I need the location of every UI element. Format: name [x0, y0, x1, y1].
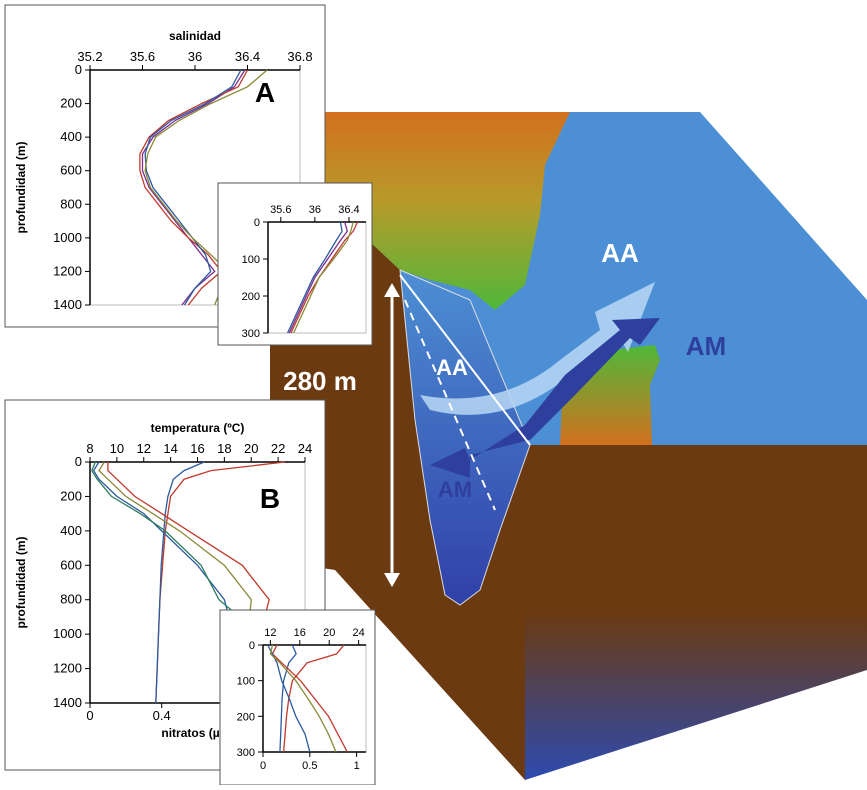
profile-line	[288, 221, 349, 334]
dashed-line	[404, 299, 496, 511]
x-tick-label: 16	[294, 627, 306, 639]
land-north	[325, 112, 575, 310]
y-tick-label: 200	[237, 711, 255, 723]
profile-line	[267, 644, 311, 753]
y-tick-label: 1000	[53, 626, 82, 641]
profile-line	[141, 69, 246, 306]
depth-label: 280 m	[283, 366, 357, 396]
arrow-head	[384, 573, 400, 587]
x-tick-label: 14	[163, 441, 177, 456]
y-tick-label: 100	[237, 676, 255, 688]
bay	[540, 165, 590, 250]
x-tick-label: 12	[137, 441, 151, 456]
x-tick-label: 20	[244, 441, 258, 456]
panel-label: B	[260, 483, 280, 514]
y-tick-label: 800	[60, 196, 82, 211]
y-tick-label: 300	[237, 747, 255, 759]
profile-line	[144, 69, 242, 306]
y-tick-label: 600	[60, 557, 82, 572]
y-tick-label: 1000	[53, 230, 82, 245]
arrow-head	[384, 283, 400, 297]
x2-tick-label: 0	[260, 760, 266, 772]
y-axis-title: profundidad (m)	[14, 142, 28, 234]
y-tick-label: 200	[242, 291, 260, 303]
x2-tick-label: 0.4	[153, 708, 171, 723]
x2-axis-title: nitratos (µM)	[161, 726, 233, 740]
section-trough	[399, 269, 531, 606]
section-line	[399, 274, 531, 446]
y-tick-label: 200	[60, 96, 82, 111]
x-tick-label: 35.6	[270, 204, 291, 216]
y-tick-label: 300	[242, 328, 260, 340]
y-tick-label: 0	[254, 217, 260, 229]
x-tick-label: 36.4	[338, 204, 359, 216]
profile-line	[287, 221, 343, 334]
x-tick-label: 24	[298, 441, 312, 456]
panel-label: A	[255, 77, 275, 108]
profile-line	[155, 461, 205, 704]
y-axis-title: profundidad (m)	[14, 537, 28, 629]
x-tick-label: 24	[353, 627, 365, 639]
water-label: AM	[438, 477, 472, 502]
profile-line	[293, 221, 354, 334]
profile-chart: 0 100 200 300 35.6 36 36.4	[217, 182, 373, 346]
x-tick-label: 20	[323, 627, 335, 639]
x-tick-label: 36	[188, 49, 202, 64]
right-face	[525, 445, 867, 780]
x2-tick-label: 0	[86, 708, 93, 723]
water-label: AA	[436, 355, 468, 380]
arrow-am	[430, 318, 660, 478]
x-tick-label: 36	[309, 204, 321, 216]
water-label: AM	[686, 331, 726, 361]
x-tick-label: 16	[190, 441, 204, 456]
arrow-aa	[420, 282, 655, 415]
x-tick-label: 8	[86, 441, 93, 456]
x-tick-label: 18	[217, 441, 231, 456]
chart-panel	[219, 609, 376, 786]
y-tick-label: 1400	[53, 695, 82, 710]
x2-tick-label: 1	[354, 760, 360, 772]
y-tick-label: 1400	[53, 297, 82, 312]
x-tick-label: 36.4	[235, 49, 260, 64]
y-tick-label: 0	[249, 640, 255, 652]
y-tick-label: 600	[60, 163, 82, 178]
y-tick-label: 400	[60, 129, 82, 144]
profile-line	[282, 644, 345, 753]
x-axis-title: temperatura (ºC)	[151, 421, 245, 435]
profile-line	[290, 221, 359, 334]
x-tick-label: 10	[110, 441, 124, 456]
profile-line	[271, 644, 348, 753]
x2-tick-label: 0.5	[302, 760, 317, 772]
x-tick-label: 22	[271, 441, 285, 456]
profile-line	[139, 69, 249, 306]
y-tick-label: 1200	[53, 263, 82, 278]
y-tick-label: 0	[75, 62, 82, 77]
y-tick-label: 800	[60, 592, 82, 607]
y-tick-label: 1200	[53, 661, 82, 676]
profile-line	[269, 644, 337, 753]
x-tick-label: 36.8	[287, 49, 312, 64]
x-tick-label: 35.6	[130, 49, 155, 64]
x-axis-title: salinidad	[169, 29, 221, 43]
y-tick-label: 200	[60, 488, 82, 503]
water-label: AA	[601, 238, 639, 268]
profile-line	[279, 644, 297, 753]
x-tick-label: 35.2	[77, 49, 102, 64]
y-tick-label: 100	[242, 254, 260, 266]
y-tick-label: 0	[75, 454, 82, 469]
profile-chart: 0 100 200 300 12 16 20 24 0 0.5 1	[219, 609, 376, 786]
y-tick-label: 400	[60, 523, 82, 538]
x-tick-label: 12	[264, 627, 276, 639]
